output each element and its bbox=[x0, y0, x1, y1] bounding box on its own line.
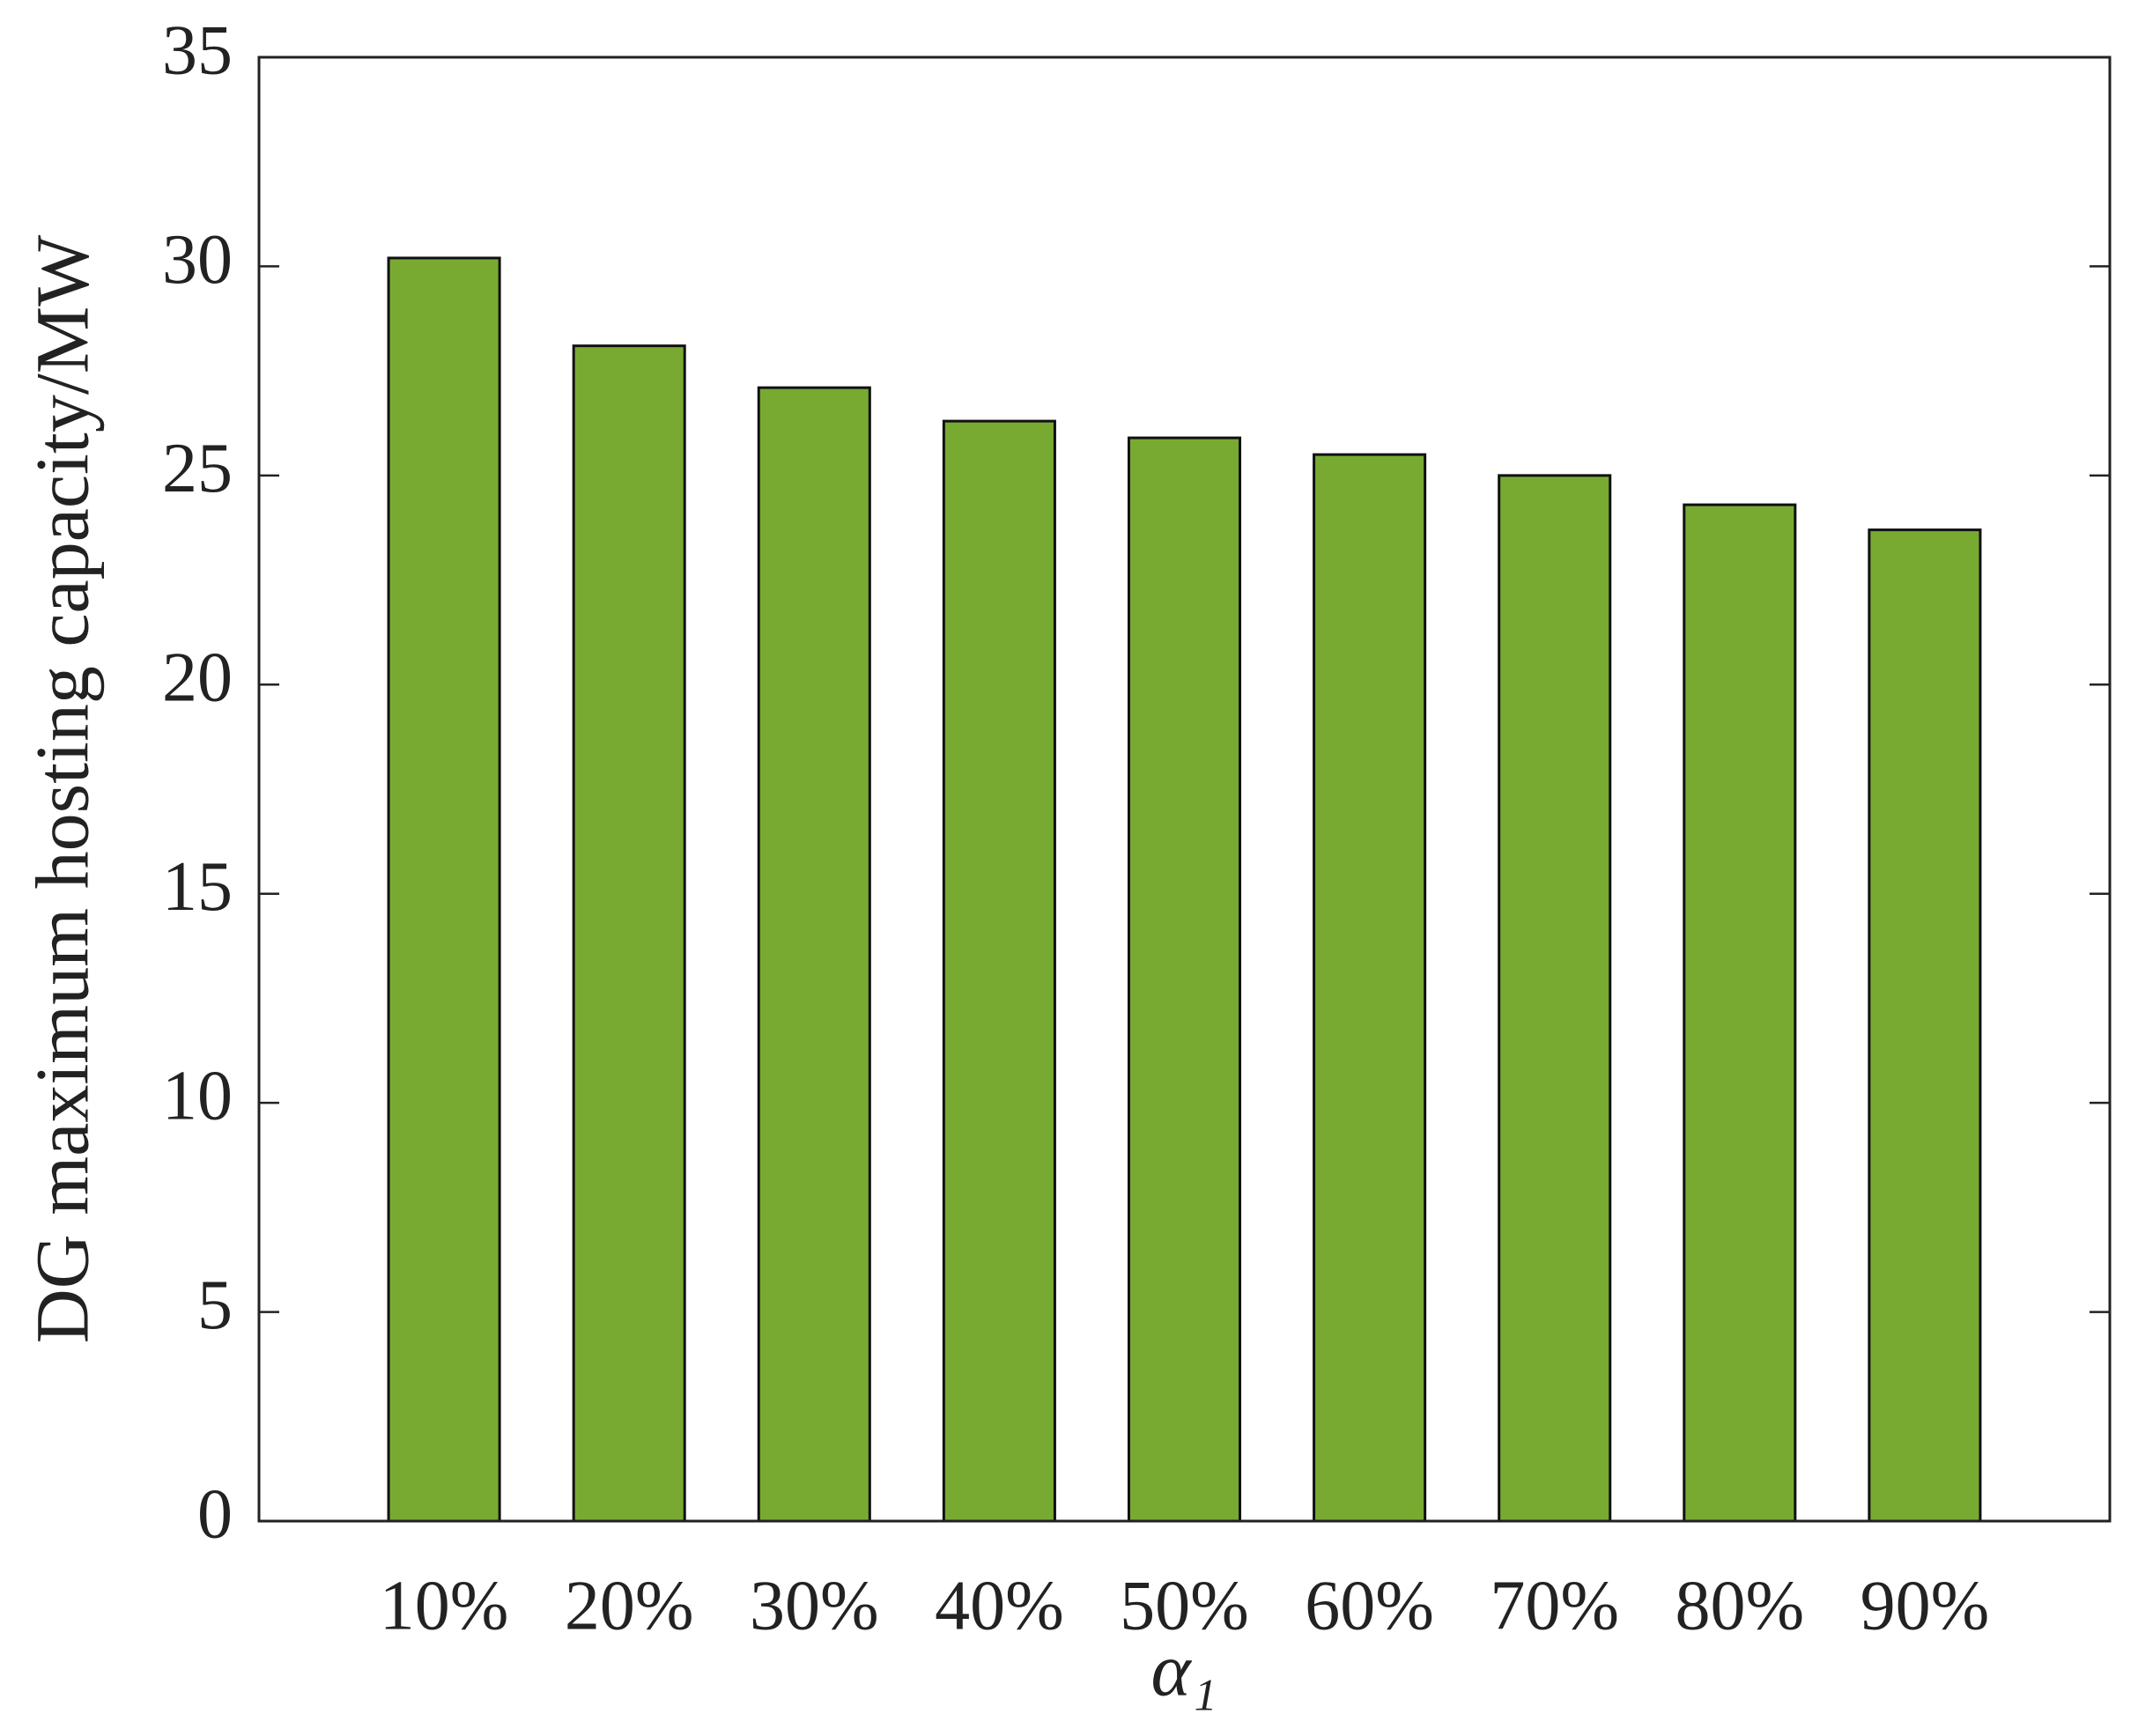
x-tick-label: 90% bbox=[1861, 1567, 1990, 1644]
x-tick-label: 20% bbox=[565, 1567, 694, 1644]
bar bbox=[572, 344, 686, 1523]
bar bbox=[1127, 436, 1242, 1523]
bar bbox=[1313, 453, 1427, 1523]
bar bbox=[1498, 474, 1612, 1523]
x-tick-label: 60% bbox=[1305, 1567, 1434, 1644]
y-tick-label: 15 bbox=[162, 848, 233, 926]
y-tick-label: 10 bbox=[162, 1058, 233, 1135]
x-tick-label: 40% bbox=[935, 1567, 1064, 1644]
y-tick-label: 25 bbox=[162, 430, 233, 507]
bar bbox=[1683, 503, 1797, 1523]
y-axis-label: DG maximum hosting capacity/MW bbox=[20, 235, 105, 1344]
x-tick-label: 70% bbox=[1490, 1567, 1619, 1644]
x-axis-label: α₁ bbox=[1150, 1628, 1217, 1712]
x-tick-label: 10% bbox=[380, 1567, 509, 1644]
bar bbox=[387, 256, 501, 1523]
bar bbox=[942, 419, 1056, 1523]
bar bbox=[757, 386, 871, 1523]
bar bbox=[1868, 528, 1982, 1523]
y-tick-label: 20 bbox=[162, 639, 233, 717]
x-tick-label: 30% bbox=[750, 1567, 879, 1644]
y-tick-label: 30 bbox=[162, 221, 233, 299]
x-tick-label: 50% bbox=[1120, 1567, 1249, 1644]
y-tick-label: 35 bbox=[162, 11, 233, 89]
x-tick-label: 80% bbox=[1675, 1567, 1804, 1644]
plot-frame bbox=[257, 55, 2112, 1523]
y-tick-label: 0 bbox=[197, 1475, 233, 1553]
y-tick-label: 5 bbox=[197, 1267, 233, 1344]
